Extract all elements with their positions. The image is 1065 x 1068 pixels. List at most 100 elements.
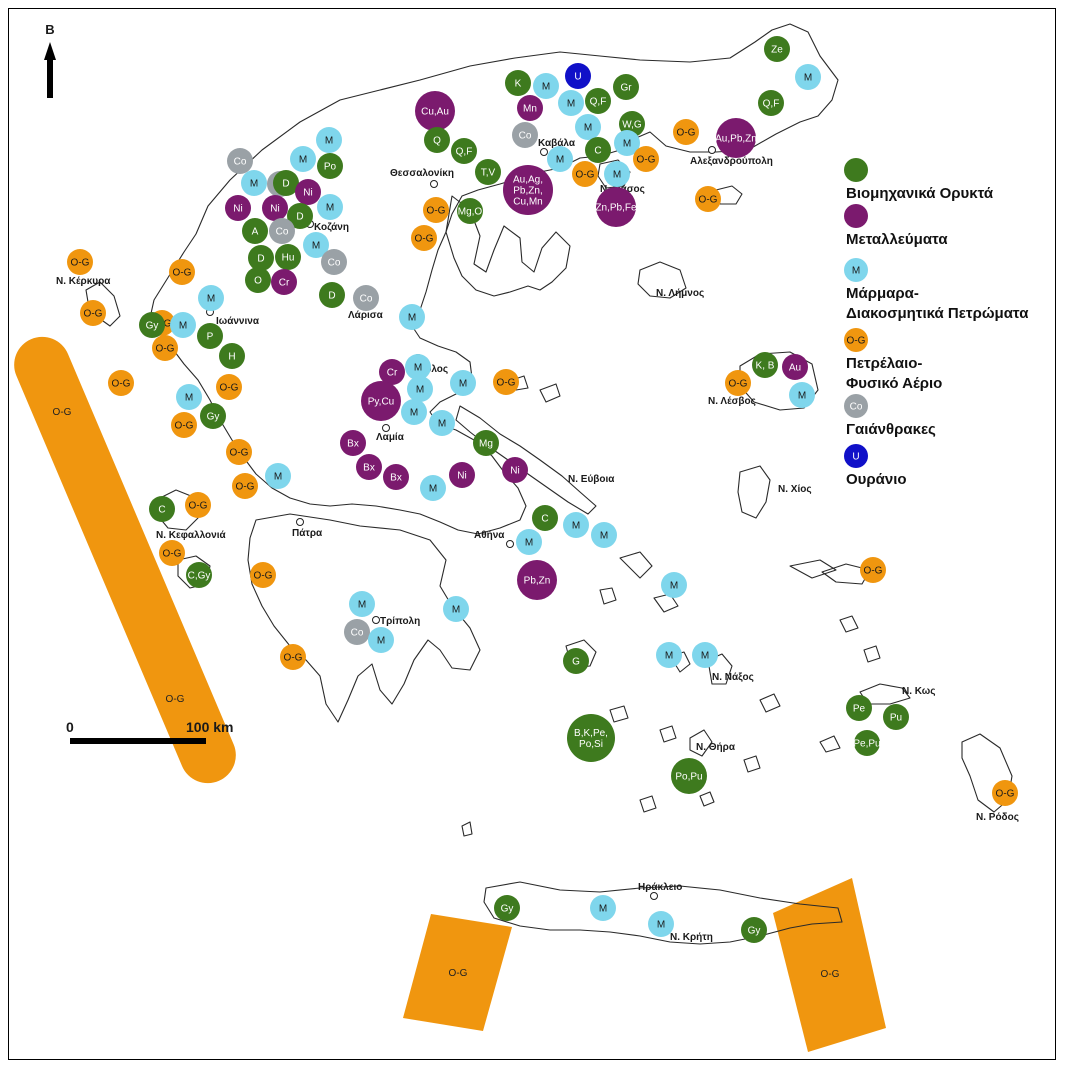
resource-marker-metallic: Ni [262,195,288,221]
marker-label: M [600,531,608,542]
marker-label: O-G [163,549,182,560]
marker-label: Bx [363,463,375,474]
marker-circle [633,146,659,172]
marker-label: M [326,203,334,214]
coastline-islet [759,693,781,713]
place-label: Ν. Λέσβος [708,396,756,407]
marker-label: M [377,636,385,647]
resource-marker-marble: M [170,312,196,338]
legend-swatch [844,258,868,282]
marker-circle [795,64,821,90]
resource-marker-oil-gas: O-G [423,197,449,223]
resource-marker-marble: M [692,642,718,668]
coastline-naxos [707,653,733,685]
marker-circle [176,384,202,410]
legend-item-industrial: Βιομηχανικά Ορυκτά [844,158,994,202]
marker-label: M [416,385,424,396]
marker-label: M [670,581,678,592]
marker-circle [585,137,611,163]
marker-circle [782,354,808,380]
coastline-islet [743,755,761,773]
marker-label: C [158,505,165,516]
marker-label: M [299,155,307,166]
coastline-crete [483,881,843,945]
resource-marker-industrial: Q [424,127,450,153]
marker-circle [671,758,707,794]
city-dot [382,424,390,432]
marker-circle [344,619,370,645]
resource-markers: Ze M Q,F U K M Gr Mn M Q,F Cu,Au M W,G Co O-G Au,Pb,Zn M… [67,36,1018,943]
legend: Βιομηχανικά Ορυκτά Μεταλλεύματα M Μάρμαρα- Δ… [844,158,1029,488]
place-label: Βόλος [418,364,448,375]
marker-circle [741,917,767,943]
place-label: Ν. Κως [902,686,935,697]
place-label: Ν. Λήμνος [656,288,704,299]
marker-label: Gr [620,83,632,94]
resource-marker-marble: M [614,130,640,156]
resource-marker-industrial: Mg [473,430,499,456]
resource-marker-industrial: G [563,648,589,674]
marker-label: O-G [284,653,303,664]
marker-circle [429,410,455,436]
resource-marker-industrial: C,Gy [186,562,212,588]
legend-text: Φυσικό Αέριο [846,375,942,392]
resource-marker-marble: M [533,73,559,99]
marker-circle [108,370,134,396]
legend-item-metallic: Μεταλλεύματα [844,204,948,248]
resource-marker-marble: M [265,463,291,489]
marker-label: M [429,484,437,495]
marker-circle [449,462,475,488]
place-label: Ν. Χίος [778,484,812,495]
resource-marker-oil-gas: O-G [411,225,437,251]
city-dot [372,616,380,624]
place-label: Ν. Κεφαλλονιά [156,530,226,541]
marker-circle [516,529,542,555]
marker-circle [303,232,329,258]
resource-marker-industrial: Pe [846,695,872,721]
marker-label: Po,Si [579,739,603,750]
place-label: Αθήνα [474,530,505,541]
resource-marker-industrial: O [245,267,271,293]
marker-circle [262,195,288,221]
resource-marker-industrial: Hu [275,244,301,270]
place-label: Τρίπολη [380,616,420,627]
marker-circle [149,496,175,522]
marker-circle [512,122,538,148]
resource-marker-metallic: Bx [356,454,382,480]
resource-marker-marble: M [563,512,589,538]
resource-marker-oil-gas: O-G [280,644,306,670]
marker-label: C [594,146,601,157]
offshore-block-ionian [14,336,236,784]
resource-marker-industrial: C [532,505,558,531]
marker-circle [596,187,636,227]
marker-label: Co [351,628,364,639]
coastline-islet [819,735,841,753]
marker-label: M [584,123,592,134]
marker-label: K, B [756,361,775,372]
marker-circle [443,596,469,622]
resource-marker-oil-gas: O-G [232,473,258,499]
marker-circle [407,376,433,402]
marker-circle [661,572,687,598]
legend-item-marble: M Μάρμαρα- Διακοσμητικά Πετρώματα [844,258,1029,322]
scale-distance-label: 100 km [186,719,233,735]
legend-swatch [844,158,868,182]
marker-circle [563,648,589,674]
marker-label: O-G [415,234,434,245]
marker-circle [473,430,499,456]
resource-marker-marble: M [795,64,821,90]
marker-label: Co [519,131,532,142]
marker-circle [361,381,401,421]
marker-circle [321,249,347,275]
marker-label: M [798,391,806,402]
marker-label: O [254,276,262,287]
marker-label: M [525,538,533,549]
marker-circle [139,312,165,338]
marker-circle [563,512,589,538]
legend-swatch [844,394,868,418]
marker-circle [451,138,477,164]
marker-label: O-G [254,571,273,582]
marker-circle [159,540,185,566]
marker-label: O-G [84,309,103,320]
marker-circle [725,370,751,396]
